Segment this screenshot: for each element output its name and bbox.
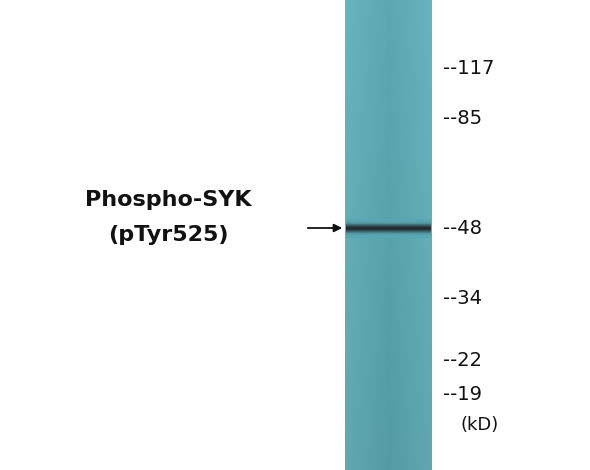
Bar [346,233,431,234]
Bar [346,221,431,222]
Bar [346,222,431,223]
Bar [346,234,431,235]
Bar [346,231,431,232]
Text: --34: --34 [443,289,482,307]
Bar [346,230,431,231]
Text: --19: --19 [443,385,482,405]
Text: --22: --22 [443,351,482,369]
Bar [346,235,431,236]
Text: Phospho-SYK: Phospho-SYK [85,190,251,210]
Text: --117: --117 [443,58,494,78]
Text: --85: --85 [443,109,482,127]
Bar [346,224,431,225]
Bar [346,227,431,228]
Bar [346,228,431,229]
Bar [346,234,431,235]
Text: --48: --48 [443,219,482,237]
Bar [346,226,431,227]
Bar [346,231,431,232]
Bar [346,224,431,225]
Bar [346,225,431,226]
Bar [346,222,431,223]
Bar [346,219,431,220]
Bar [346,227,431,228]
Bar [346,229,431,230]
Bar [346,220,431,221]
Bar [346,226,431,227]
Bar [346,223,431,224]
Bar [346,235,431,236]
Text: (pTyr525): (pTyr525) [108,225,228,245]
Bar [346,220,431,221]
Text: (kD): (kD) [461,416,499,434]
Bar [346,233,431,234]
Bar [346,228,431,229]
Bar [346,232,431,233]
Bar [346,225,431,226]
Bar [346,236,431,237]
Bar [346,236,431,237]
Bar [346,219,431,220]
Bar [346,223,431,224]
Bar [346,221,431,222]
Bar [346,229,431,230]
Bar [346,230,431,231]
Bar [346,224,431,225]
Bar [346,232,431,233]
